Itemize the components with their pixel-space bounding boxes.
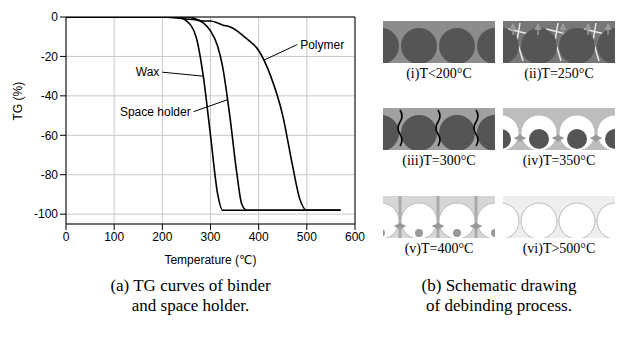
svg-text:Polymer: Polymer — [300, 38, 344, 52]
svg-text:Space holder: Space holder — [120, 105, 191, 119]
svg-text:0: 0 — [51, 10, 58, 24]
svg-text:600: 600 — [345, 230, 365, 244]
svg-text:Wax: Wax — [136, 65, 160, 79]
svg-text:0: 0 — [63, 230, 70, 244]
html-text:(iii)T=300°C: (iii)T=300°C — [402, 153, 476, 169]
html-text:(iv)T=350°C: (iv)T=350°C — [522, 153, 596, 169]
html-text:(b) Schematic drawing of debin: (b) Schematic drawing of debinding proce… — [421, 276, 577, 315]
html-text:(vi)T>500°C: (vi)T>500°C — [522, 240, 596, 256]
svg-text:400: 400 — [249, 230, 269, 244]
html-text:(ii)T=250°C: (ii)T=250°C — [524, 66, 594, 82]
svg-text:-80: -80 — [41, 168, 59, 182]
svg-text:-20: -20 — [41, 50, 59, 64]
svg-text:TG (%): TG (%) — [11, 82, 25, 121]
html-text:(v)T=400°C: (v)T=400°C — [404, 240, 474, 256]
html-text:(i)T<200°C: (i)T<200°C — [406, 66, 472, 82]
html-text:(a) TG curves of binder and sp: (a) TG curves of binder and space holder… — [110, 276, 271, 315]
svg-text:200: 200 — [152, 230, 172, 244]
svg-text:500: 500 — [297, 230, 317, 244]
svg-text:Temperature (℃): Temperature (℃) — [164, 253, 256, 267]
svg-text:-100: -100 — [34, 207, 58, 221]
svg-text:100: 100 — [104, 230, 124, 244]
svg-text:-40: -40 — [41, 89, 59, 103]
svg-text:300: 300 — [200, 230, 220, 244]
svg-text:-60: -60 — [41, 129, 59, 143]
